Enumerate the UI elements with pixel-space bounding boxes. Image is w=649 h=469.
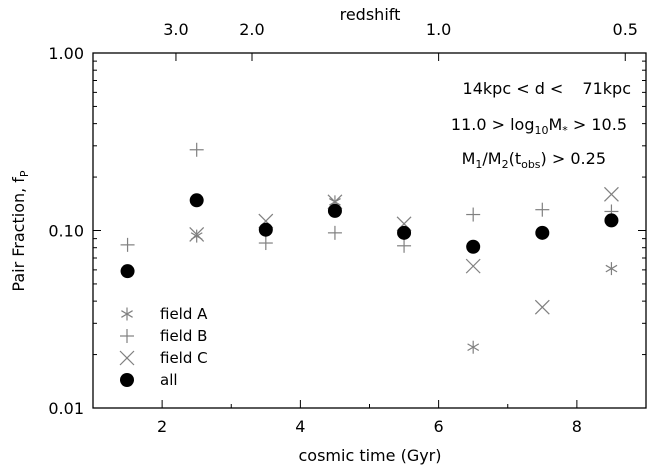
top-tick-label: 1.0 — [426, 20, 451, 39]
annotation-distance-b: 71kpc — [582, 79, 631, 98]
point-all — [466, 239, 481, 254]
data-markers — [120, 142, 619, 354]
annotation-mass-log: log — [510, 115, 534, 134]
point-field-B — [189, 142, 204, 157]
legend-label-field-C: field C — [160, 349, 208, 367]
marker-x-b — [189, 227, 205, 242]
annotation-distance: 14kpc < d < 71kpc — [463, 79, 631, 98]
point-all — [120, 264, 135, 279]
marker-circle-shape — [120, 373, 134, 387]
annotation-ratio-sub2: 2 — [502, 158, 509, 171]
y-axis-label-subscript: P — [18, 170, 31, 177]
marker-circle-shape — [535, 225, 550, 240]
marker-circle-shape — [397, 225, 412, 240]
point-field-B — [466, 207, 481, 222]
point-field-B — [258, 236, 273, 251]
marker-circle-shape — [189, 193, 204, 208]
annotation-mass-m: M — [548, 115, 562, 134]
point-field-A — [467, 340, 480, 354]
point-all — [189, 193, 204, 208]
point-field-C — [465, 258, 481, 274]
x-tick-label: 4 — [295, 417, 305, 436]
marker-circle-shape — [258, 222, 273, 237]
x-axis-label: cosmic time (Gyr) — [299, 446, 442, 465]
axis-ticks — [92, 52, 647, 409]
selection-annotations: 14kpc < d < 71kpc 11.0 > log10M* > 10.5 … — [451, 79, 631, 171]
marker-x-b — [465, 258, 481, 274]
top-tick-label: 2.0 — [239, 20, 264, 39]
legend-marker-field-B — [120, 329, 134, 343]
point-field-A — [190, 229, 203, 243]
annotation-ratio-e: (t — [509, 149, 522, 168]
marker-ast-b — [121, 310, 133, 318]
point-field-B — [327, 225, 342, 240]
y-tick-label: 1.00 — [48, 44, 84, 63]
legend: field A field B field C all — [119, 305, 208, 389]
legend-label-all: all — [160, 371, 178, 389]
annotation-mass-star: * — [562, 124, 568, 137]
x-tick-label: 6 — [434, 417, 444, 436]
marker-circle-shape — [466, 239, 481, 254]
x-tick-label: 2 — [157, 417, 167, 436]
point-field-B — [535, 202, 550, 217]
y-axis-label-main: Pair Fraction, f — [9, 177, 28, 292]
annotation-ratio-c: /M — [482, 149, 501, 168]
marker-x-b — [604, 186, 619, 202]
legend-label-field-A: field A — [160, 305, 208, 323]
marker-circle-shape — [604, 213, 619, 228]
annotation-mass-base: 10 — [534, 124, 548, 137]
legend-marker-field-A — [121, 307, 133, 321]
top-axis-label: redshift — [340, 5, 401, 24]
point-all — [258, 222, 273, 237]
top-tick-label: 0.5 — [613, 20, 638, 39]
y-tick-label: 0.01 — [48, 399, 84, 418]
point-field-A — [605, 262, 618, 276]
annotation-mass-a: 11.0 > — [451, 115, 510, 134]
point-field-C — [534, 299, 550, 315]
point-all — [397, 225, 412, 240]
point-all — [535, 225, 550, 240]
annotation-ratio-g: ) > 0.25 — [541, 149, 606, 168]
annotation-mass: 11.0 > log10M* > 10.5 — [451, 115, 627, 137]
point-field-C — [189, 227, 205, 242]
point-field-B — [120, 237, 135, 252]
marker-circle-shape — [120, 264, 135, 279]
annotation-ratio-sub3: obs — [521, 158, 541, 171]
y-tick-label: 0.10 — [48, 222, 84, 241]
legend-marker-all — [120, 373, 134, 387]
point-all — [604, 213, 619, 228]
marker-x-b — [534, 299, 550, 315]
annotation-ratio-sub1: 1 — [475, 158, 482, 171]
marker-ast-b — [467, 343, 480, 352]
legend-label-field-B: field B — [160, 327, 207, 345]
point-field-B — [397, 238, 412, 253]
annotation-ratio-a: M — [462, 149, 476, 168]
marker-x-b — [119, 350, 135, 366]
x-tick-label: 8 — [572, 417, 582, 436]
marker-ast-b — [605, 264, 618, 273]
point-all — [327, 203, 342, 218]
axis-tick-labels: 2 4 6 8 3.0 2.0 1.0 0.5 0.01 0.10 1.00 — [48, 20, 638, 436]
y-axis-label: Pair Fraction, fP — [9, 170, 31, 292]
top-tick-label: 3.0 — [163, 20, 188, 39]
legend-marker-field-C — [119, 350, 135, 366]
annotation-ratio: M1/M2(tobs) > 0.25 — [462, 149, 606, 171]
annotation-distance-a: 14kpc < d < — [463, 79, 569, 98]
annotation-mass-f: > 10.5 — [568, 115, 627, 134]
point-field-C — [604, 186, 619, 202]
marker-circle-shape — [327, 203, 342, 218]
